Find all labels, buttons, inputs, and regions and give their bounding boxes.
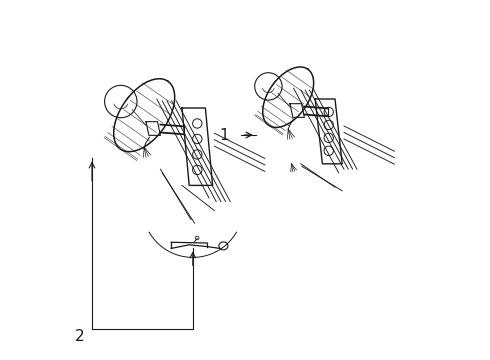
Text: 2: 2 — [75, 329, 85, 344]
Text: 1: 1 — [219, 127, 229, 143]
